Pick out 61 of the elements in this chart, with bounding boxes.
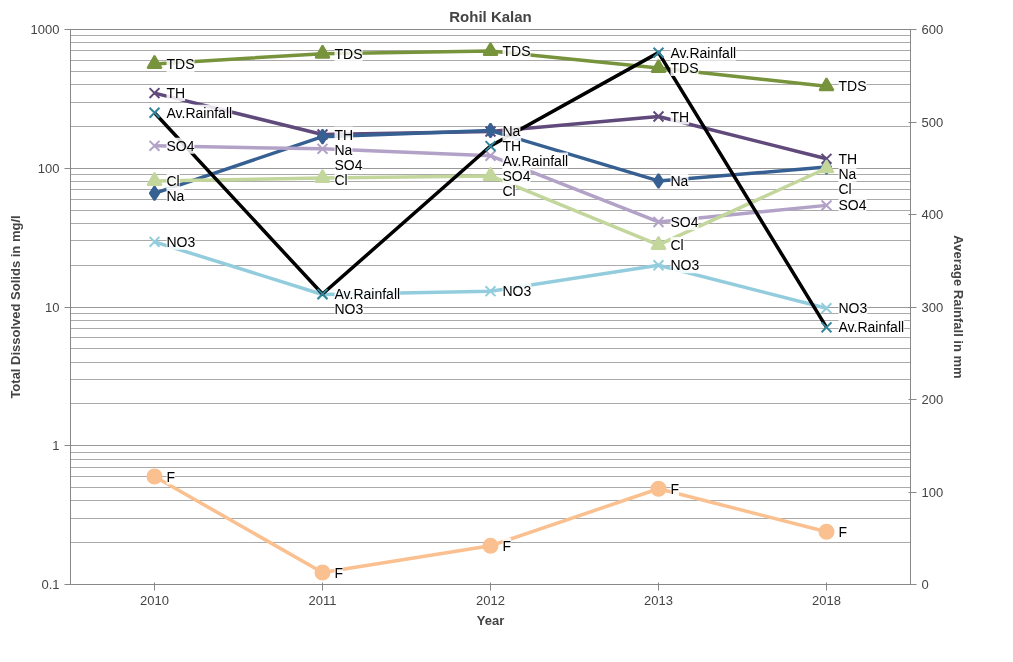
x-axis-title: Year bbox=[476, 612, 505, 628]
text: TH bbox=[670, 108, 690, 125]
text: SO4 bbox=[838, 197, 867, 214]
text: TH bbox=[502, 137, 522, 154]
text: Na bbox=[334, 141, 353, 158]
text: F bbox=[670, 480, 680, 497]
x-tick-label: 2018 bbox=[812, 592, 841, 608]
text: SO4 bbox=[334, 156, 363, 173]
text: NO3 bbox=[334, 301, 364, 318]
y-tick-label: 100 bbox=[37, 160, 60, 176]
text: TH bbox=[838, 150, 858, 167]
series-label: SO4 bbox=[166, 137, 195, 154]
x-tick-label: 2012 bbox=[476, 592, 505, 608]
text: Na bbox=[166, 187, 185, 204]
y2-tick-label: 600 bbox=[921, 22, 944, 37]
series-label: Na bbox=[502, 122, 521, 139]
text: SO4 bbox=[670, 213, 699, 230]
y2-tick-label: 300 bbox=[921, 299, 944, 315]
text: Na bbox=[670, 172, 689, 189]
y2-tick-label: 200 bbox=[921, 392, 944, 407]
text: Cl bbox=[502, 182, 516, 199]
text: NO3 bbox=[670, 257, 700, 274]
y-axis-title: Total Dissolved Solids in mg/l bbox=[7, 215, 23, 399]
text: SO4 bbox=[502, 167, 531, 184]
series-label: Cl bbox=[166, 172, 180, 189]
y-tick-label: 0.1 bbox=[41, 577, 60, 592]
text: TDS bbox=[838, 78, 867, 95]
x-tick-label: 2011 bbox=[308, 592, 337, 608]
x-tick-label: 2010 bbox=[140, 592, 169, 608]
text: Av.Rainfall bbox=[670, 44, 737, 61]
text: Cl bbox=[670, 236, 684, 253]
text: NO3 bbox=[838, 300, 868, 317]
text: TDS bbox=[502, 42, 531, 59]
text: NO3 bbox=[166, 233, 196, 250]
series-label: TH bbox=[334, 126, 354, 143]
text: TDS bbox=[670, 59, 699, 76]
text: Av.Rainfall bbox=[838, 319, 905, 336]
text: Cl bbox=[838, 180, 852, 197]
text: Av.Rainfall bbox=[166, 104, 233, 121]
text: F bbox=[166, 468, 176, 485]
text: Cl bbox=[334, 171, 348, 188]
y2-tick-label: 0 bbox=[921, 577, 929, 592]
text: F bbox=[838, 523, 848, 540]
series-label: NO3 bbox=[502, 283, 532, 300]
y-tick-label: 10 bbox=[45, 299, 60, 315]
y-tick-label: 1 bbox=[52, 438, 60, 454]
y2-axis-title: Average Rainfall in mm bbox=[951, 235, 967, 379]
text: TDS bbox=[166, 55, 195, 72]
y-tick-label: 1000 bbox=[30, 22, 60, 37]
series-label: TDS bbox=[334, 45, 363, 62]
text: Na bbox=[838, 165, 857, 182]
y2-tick-label: 500 bbox=[921, 114, 944, 130]
series-label: Av.Rainfall bbox=[334, 286, 401, 303]
text: TH bbox=[166, 85, 186, 102]
chart-title: Rohil Kalan bbox=[449, 7, 532, 25]
y2-tick-label: 100 bbox=[921, 484, 944, 500]
y2-tick-label: 400 bbox=[921, 207, 944, 222]
x-tick-label: 2013 bbox=[644, 592, 673, 608]
text: Av.Rainfall bbox=[502, 152, 569, 169]
series-label: F bbox=[502, 537, 512, 554]
text: F bbox=[334, 564, 344, 581]
